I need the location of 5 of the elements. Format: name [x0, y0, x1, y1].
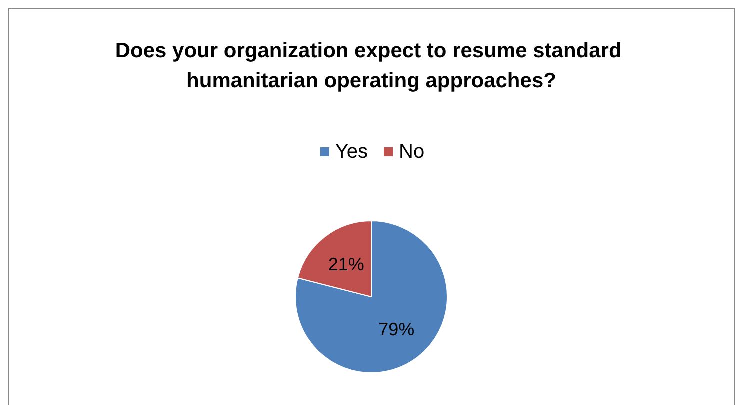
chart-title: Does your organization expect to resume standard humanitarian operating approaches? [115, 40, 628, 92]
legend-label: Yes [335, 141, 368, 163]
legend-label: No [399, 141, 425, 163]
data-label: 79% [378, 319, 415, 340]
data-label: 21% [328, 254, 364, 275]
